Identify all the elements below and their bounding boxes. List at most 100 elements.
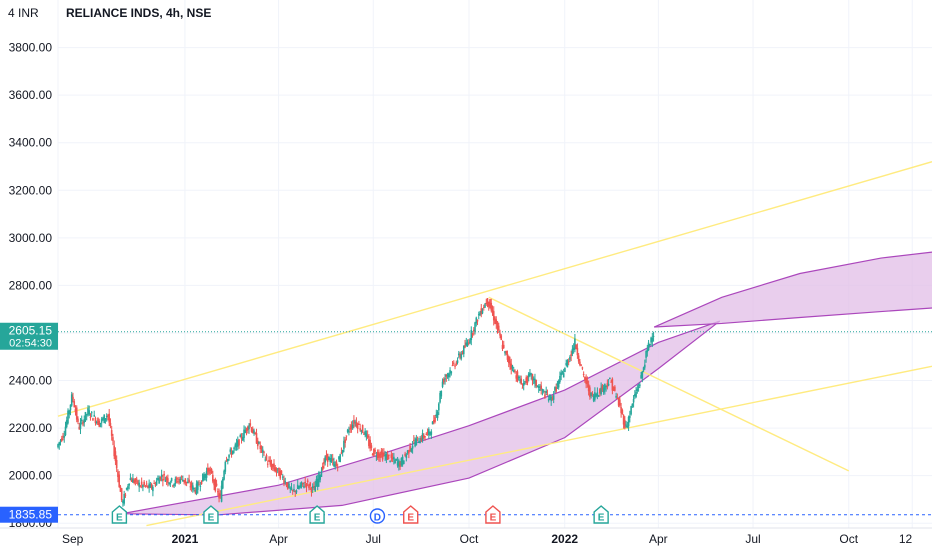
candle-body (304, 481, 307, 484)
candle-body (634, 394, 636, 397)
candle-body (365, 433, 368, 437)
candle-body (474, 322, 476, 332)
candle-body (494, 318, 496, 324)
candle-body (198, 484, 200, 486)
price-countdown: 02:54:30 (9, 338, 52, 350)
candle-body (601, 385, 604, 390)
candle-body (566, 360, 569, 368)
candle-body (174, 478, 177, 484)
candle-body (296, 484, 299, 489)
candle-body (319, 475, 321, 480)
candle-body (62, 435, 64, 438)
y-axis: 1800.002000.002200.002400.002600.002800.… (9, 41, 53, 531)
candle-body (535, 379, 538, 387)
candle-body (617, 398, 620, 406)
candle-body (105, 416, 108, 418)
candle-body (218, 492, 220, 499)
candle-body (217, 491, 219, 493)
candle-body (128, 483, 130, 486)
candle-body (572, 347, 575, 350)
candle-body (413, 439, 415, 441)
candle-body (569, 356, 571, 360)
candle-body (199, 485, 202, 487)
candle-body (291, 489, 294, 491)
candle-body (78, 426, 81, 430)
candle-body (604, 383, 606, 390)
candle-body (511, 365, 514, 369)
chart-title: RELIANCE INDS, 4h, NSE (66, 6, 212, 20)
candle-body (109, 422, 112, 427)
candle-body (268, 459, 270, 462)
candle-body (421, 433, 424, 441)
candle-body (115, 460, 118, 469)
candle-body (250, 427, 253, 432)
candle-body (619, 399, 621, 406)
candle-body (87, 408, 89, 415)
candle-body (537, 386, 540, 388)
candle-body (245, 428, 248, 432)
candle-body (646, 349, 649, 353)
candle-body (99, 422, 102, 424)
candle-body (594, 392, 596, 400)
candle-body (193, 487, 195, 490)
candle-body (248, 425, 250, 430)
candle-body (324, 456, 326, 463)
candle-body (94, 417, 97, 424)
candle-body (480, 308, 483, 315)
candle-body (274, 467, 277, 472)
candle-body (620, 407, 622, 413)
candle-body (647, 342, 650, 351)
candle-body (400, 458, 403, 466)
candle-body (526, 376, 529, 383)
candle-body (353, 420, 355, 425)
candle-body (164, 479, 167, 482)
current-price-value: 2605.15 (9, 324, 53, 338)
candle-body (323, 461, 325, 464)
candle-body (202, 473, 204, 482)
candle-body (219, 493, 222, 496)
candle-body (393, 456, 395, 460)
candle-body (450, 371, 453, 374)
x-tick-label: Jul (366, 532, 381, 546)
candle-body (117, 471, 119, 478)
candle-body (355, 421, 358, 427)
earnings-marker (203, 505, 219, 524)
candle-body (223, 470, 225, 480)
candle-body (290, 487, 293, 490)
earnings-marker (111, 505, 128, 524)
currency-label: 4 INR (8, 6, 39, 20)
candle-body (359, 428, 361, 431)
candle-body (195, 483, 198, 494)
candle-body (366, 435, 369, 438)
candle-body (169, 483, 172, 485)
candle-body (425, 433, 428, 436)
candle-body (330, 458, 333, 462)
candle-body (350, 425, 353, 429)
candle-body (615, 395, 617, 398)
candle-body (570, 354, 572, 356)
candle-body (436, 412, 439, 419)
candle-body (546, 393, 549, 396)
x-axis-background (0, 528, 932, 550)
candle-body (318, 472, 320, 483)
candle-body (521, 387, 524, 389)
candle-body (394, 459, 396, 464)
curved-band-fill (121, 321, 720, 515)
curved-band-upper-edge (121, 320, 720, 515)
candle-body (629, 415, 631, 418)
candle-body (251, 429, 254, 434)
event-marker-label: E (407, 513, 414, 524)
candle-body (597, 395, 600, 397)
candle-body (79, 422, 82, 429)
candle-body (567, 361, 570, 363)
candle-body (102, 418, 104, 420)
candle-body (356, 423, 359, 429)
candle-body (481, 310, 484, 314)
candle-body (471, 333, 474, 335)
candle-body (345, 435, 348, 437)
candle-body (424, 436, 426, 438)
candle-body (135, 478, 138, 480)
x-tick-label: 12 (899, 532, 913, 546)
